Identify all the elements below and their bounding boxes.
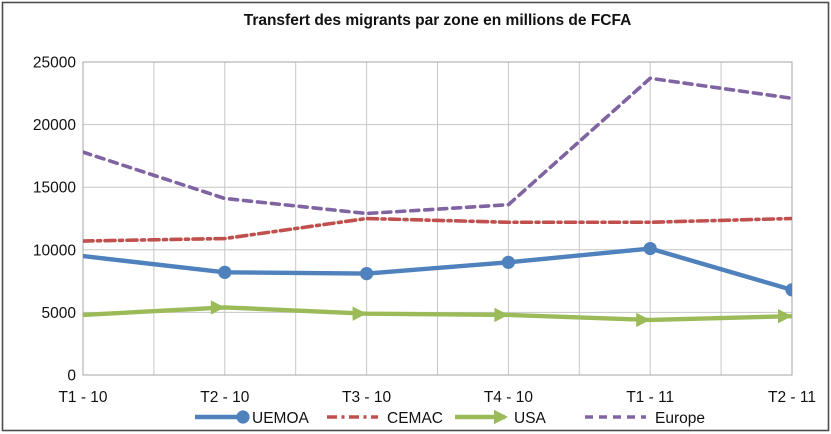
y-axis-labels: 0 5000 10000 15000 20000 25000	[33, 55, 76, 385]
circle-marker-icon	[643, 241, 657, 256]
y-tick-label: 15000	[33, 180, 76, 197]
series-usa	[83, 300, 792, 328]
arrow-marker-icon	[636, 312, 651, 328]
legend-item-usa: USA	[455, 409, 547, 427]
arrow-marker-icon	[210, 300, 225, 315]
legend-label-europe: Europe	[655, 410, 705, 427]
circle-marker-icon	[785, 283, 792, 297]
series-uemoa	[83, 241, 792, 297]
x-axis-labels: T1 - 10 T2 - 10 T3 - 10 T4 - 10 T1 - 11 T2 - …	[58, 389, 816, 406]
series-line-cemac	[83, 216, 792, 243]
legend-label-usa: USA	[514, 410, 547, 427]
x-tick-label: T4 - 10	[484, 389, 533, 406]
series-line-europe	[83, 76, 792, 216]
series-markers-uemoa	[218, 241, 792, 297]
legend-circle-marker-icon	[236, 410, 250, 424]
arrow-marker-icon	[778, 308, 792, 324]
legend-item-uemoa: UEMOA	[195, 410, 310, 427]
series-markers-usa	[210, 300, 792, 328]
arrow-marker-icon	[494, 307, 509, 323]
series-line-uemoa	[83, 246, 792, 293]
y-tick-label: 5000	[42, 305, 77, 322]
legend-item-cemac: CEMAC	[327, 410, 443, 427]
y-tick-label: 20000	[33, 117, 76, 134]
circle-marker-icon	[501, 255, 515, 269]
series-line-usa	[83, 305, 792, 323]
x-tick-label: T3 - 10	[342, 389, 391, 406]
x-tick-label: T1 - 11	[626, 389, 674, 406]
x-tick-label: T1 - 10	[58, 389, 107, 406]
legend-label-uemoa: UEMOA	[252, 410, 310, 427]
series-cemac	[83, 216, 792, 243]
series-europe	[83, 76, 792, 216]
gridlines	[82, 61, 793, 376]
legend-item-europe: Europe	[585, 410, 705, 427]
circle-marker-icon	[360, 266, 374, 281]
y-tick-label: 25000	[33, 55, 76, 72]
x-tick-label: T2 - 10	[200, 389, 249, 406]
y-tick-label: 10000	[33, 242, 76, 259]
legend-arrow-marker-icon	[494, 409, 508, 425]
legend-label-cemac: CEMAC	[387, 410, 443, 427]
arrow-marker-icon	[352, 306, 367, 321]
x-tick-label: T2 - 11	[768, 389, 816, 406]
legend: UEMOA CEMAC USA Europe	[195, 409, 705, 427]
chart-title: Transfert des migrants par zone en milli…	[243, 12, 632, 29]
circle-marker-icon	[218, 265, 232, 279]
y-tick-label: 0	[67, 368, 76, 385]
